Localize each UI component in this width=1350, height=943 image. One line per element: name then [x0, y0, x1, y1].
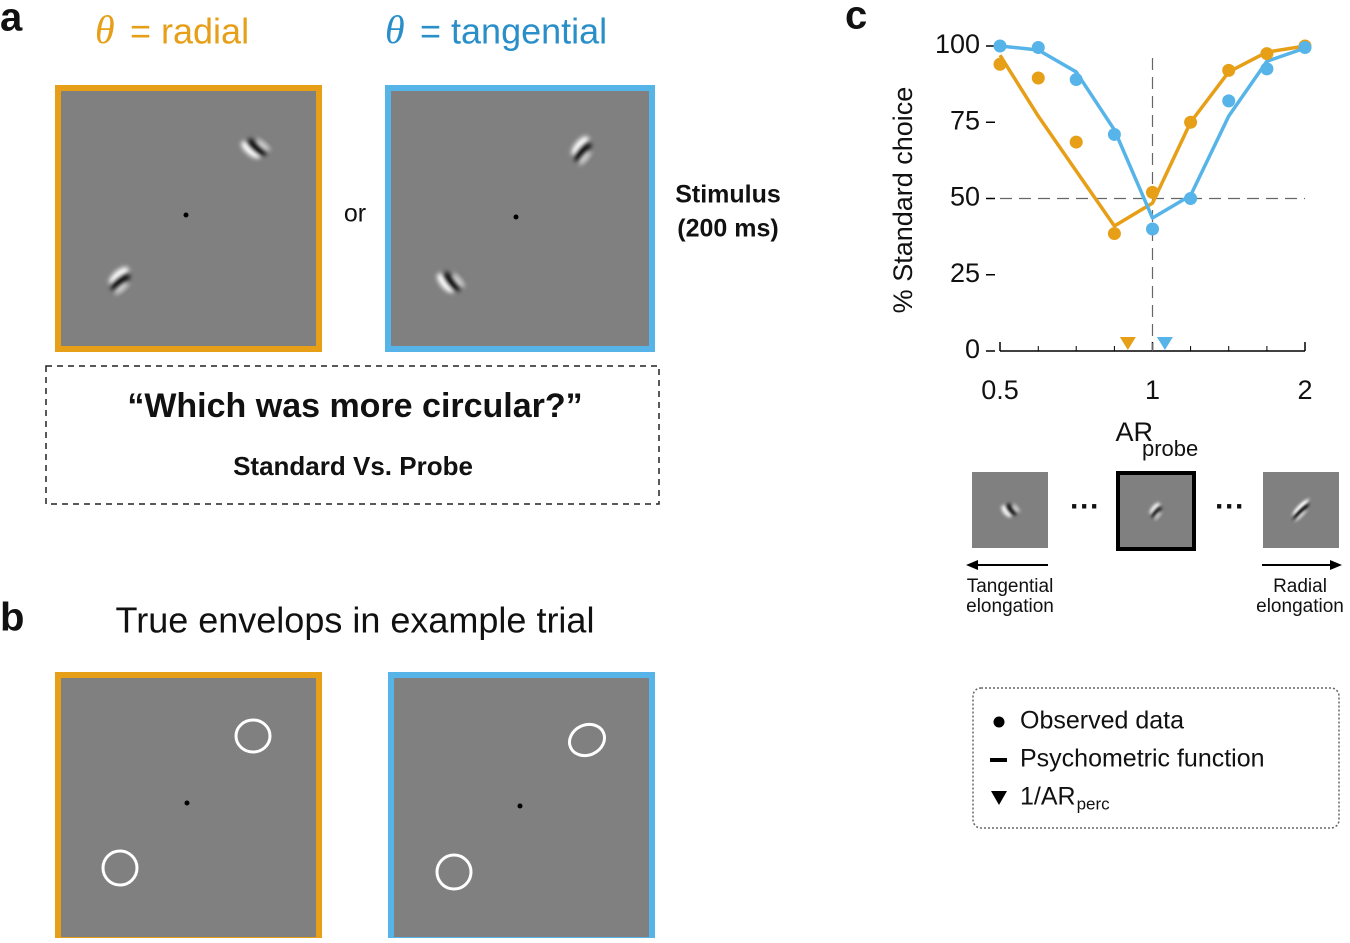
x-tick-label: 1	[1145, 375, 1160, 405]
data-point	[1260, 47, 1274, 61]
y-tick-label: 100	[935, 29, 980, 59]
fixation	[513, 214, 519, 220]
ellipsis: ···	[1070, 490, 1100, 523]
data-point	[1031, 71, 1045, 85]
data-point	[1069, 73, 1083, 87]
comparison: Standard Vs. Probe	[233, 451, 473, 481]
arrow-head	[966, 560, 978, 570]
legend-label-sub: perc	[1077, 794, 1111, 813]
theta: θ	[385, 7, 405, 52]
legend-marker	[993, 716, 1005, 728]
data-point	[1146, 185, 1159, 199]
legend-label: Observed data	[1020, 707, 1184, 735]
fixation	[517, 803, 523, 809]
ellipsis: ···	[1215, 490, 1245, 523]
stimulus-label: (200 ms)	[677, 215, 778, 243]
fit-line	[998, 44, 1306, 228]
x-axis-label: AR	[1115, 417, 1153, 447]
data-point	[1107, 227, 1121, 241]
y-tick-label: 75	[950, 105, 980, 135]
arrow-label: elongation	[1256, 596, 1344, 617]
condition-text: = tangential	[420, 11, 607, 52]
data-point	[1222, 94, 1236, 108]
arrow-label: Tangential	[967, 576, 1054, 597]
y-tick-label: 0	[965, 334, 980, 364]
envelope	[567, 722, 607, 758]
panel-letter: c	[845, 0, 867, 38]
stimulus-label: Stimulus	[675, 181, 781, 209]
data-point	[993, 39, 1007, 53]
threshold-marker	[1119, 337, 1136, 350]
panel-letter: a	[0, 0, 23, 40]
data-point	[1298, 41, 1312, 55]
data-point	[1146, 222, 1159, 236]
condition-tangential: θ = tangential	[385, 7, 607, 52]
y-tick-label: 25	[950, 258, 980, 288]
legend-label: 1/AR	[1020, 783, 1076, 811]
legend-marker	[991, 791, 1007, 805]
fixation	[183, 212, 189, 218]
stimulus-frame	[55, 85, 322, 352]
panel-title: True envelops in example trial	[116, 600, 595, 641]
x-tick-label: 0.5	[981, 375, 1019, 405]
arrow-label: Radial	[1273, 576, 1327, 597]
fixation	[184, 800, 190, 806]
envelope	[435, 853, 473, 891]
y-tick-label: 50	[950, 182, 980, 212]
condition-text: = radial	[130, 11, 249, 52]
or-label: or	[344, 200, 366, 228]
question-box	[45, 365, 660, 505]
x-axis-label-sub: probe	[1142, 436, 1198, 461]
envelope	[101, 849, 139, 887]
x-tick-label: 2	[1297, 375, 1312, 405]
fit-line	[999, 44, 1306, 220]
arrow-label: elongation	[966, 596, 1054, 617]
condition-radial: θ = radial	[95, 7, 249, 52]
legend-label: Psychometric function	[1020, 745, 1265, 773]
data-point	[1031, 41, 1045, 55]
data-point	[1184, 192, 1198, 205]
data-point	[1260, 62, 1274, 76]
envelope	[234, 718, 272, 754]
data-point	[993, 57, 1007, 71]
data-point	[1107, 127, 1121, 141]
threshold-marker	[1156, 337, 1173, 350]
question: “Which was more circular?”	[127, 387, 582, 425]
arrow-head	[1330, 560, 1342, 570]
panel-letter: b	[0, 596, 24, 640]
data-point	[1222, 63, 1236, 77]
stimulus-frame	[385, 85, 655, 352]
data-point	[1184, 115, 1198, 129]
envelope-frame	[55, 672, 322, 943]
legend-box	[972, 687, 1340, 829]
data-point	[1069, 135, 1083, 149]
theta: θ	[95, 7, 115, 52]
y-axis-label: % Standard choice	[888, 87, 918, 314]
